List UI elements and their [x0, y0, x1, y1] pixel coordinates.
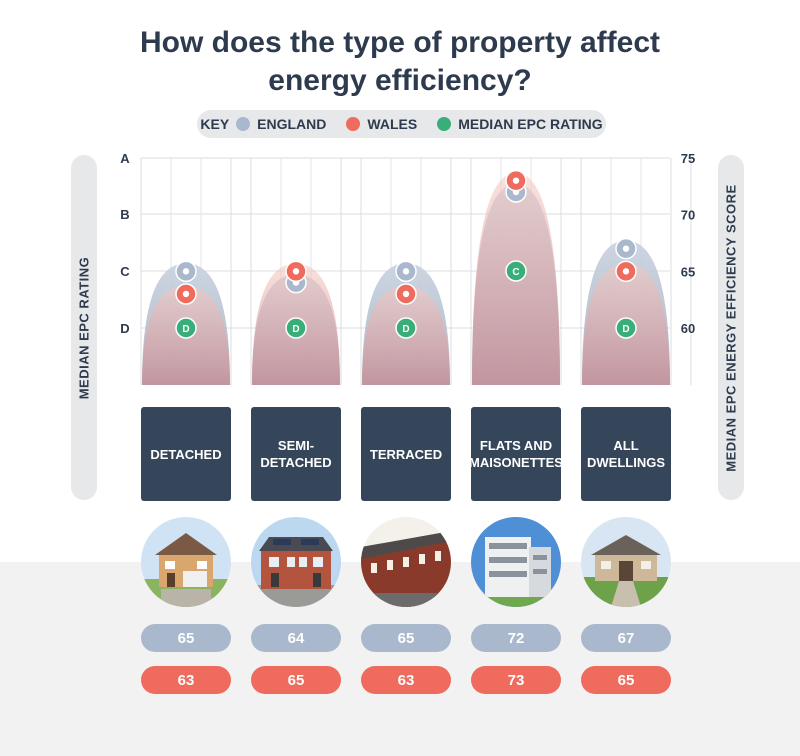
england-score-3: 72: [471, 624, 561, 652]
legend-wales-label: WALES: [367, 116, 418, 132]
median-rating-label-4: D: [622, 324, 629, 335]
category-box-3: FLATS AND MAISONETTES: [469, 407, 563, 501]
wales-point-1: [285, 260, 307, 283]
england-score-1: 64: [251, 624, 341, 652]
legend-key-label: KEY: [200, 116, 230, 132]
right-tick-75: 75: [681, 151, 695, 166]
right-tick-60: 60: [681, 321, 695, 336]
title-line-2: energy efficiency?: [268, 64, 532, 97]
category-box-0: DETACHED: [141, 407, 231, 501]
legend-wales-dot: [346, 117, 361, 131]
category-box-4: ALL DWELLINGS: [581, 407, 671, 501]
median-rating-point-2: D: [395, 317, 417, 339]
wales-score-3: 73: [471, 666, 561, 694]
median-rating-point-1: D: [285, 317, 307, 339]
left-tick-B: B: [120, 207, 129, 222]
right-tick-65: 65: [681, 264, 695, 279]
wales-point-4: [615, 260, 637, 283]
legend-median-dot: [437, 117, 452, 131]
wales-score-2: 63: [361, 666, 451, 694]
england-score-2: 65: [361, 624, 451, 652]
legend-england-label: ENGLAND: [257, 116, 327, 132]
england-score-4: 67: [581, 624, 671, 652]
left-tick-C: C: [120, 264, 130, 279]
chart-plot: A B C D 75 70 65 60 D D D C D: [120, 151, 695, 385]
legend-england-dot: [236, 117, 251, 131]
wales-score-0: 63: [141, 666, 231, 694]
left-tick-A: A: [120, 151, 130, 166]
median-rating-point-3: C: [505, 260, 527, 282]
house-photo-terraced: [361, 517, 451, 607]
right-axis-title: MEDIAN EPC ENERGY EFFICIENCY SCORE: [718, 155, 744, 500]
wales-point-2: [395, 283, 417, 305]
right-tick-70: 70: [681, 208, 695, 223]
category-box-1: SEMI- DETACHED: [251, 407, 341, 501]
wales-point-3: [505, 169, 527, 192]
house-photo-all-dwellings: [581, 517, 671, 607]
house-photo-flats: [471, 517, 561, 607]
left-axis-title: MEDIAN EPC RATING: [71, 155, 97, 500]
house-photo-detached: [141, 517, 231, 607]
england-score-0: 65: [141, 624, 231, 652]
england-point-4: [615, 237, 637, 260]
category-box-2: TERRACED: [361, 407, 451, 501]
house-photo-semi-detached: [251, 517, 341, 607]
left-tick-D: D: [120, 321, 129, 336]
median-rating-label-2: D: [402, 324, 409, 335]
legend-median-label: MEDIAN EPC RATING: [458, 116, 603, 132]
wales-score-4: 65: [581, 666, 671, 694]
wales-score-1: 65: [251, 666, 341, 694]
median-rating-point-4: D: [615, 317, 637, 339]
chart-title: How does the type of property affect ene…: [0, 24, 800, 100]
title-line-1: How does the type of property affect: [139, 26, 661, 59]
median-rating-label-0: D: [182, 324, 189, 335]
legend: KEY ENGLAND WALES MEDIAN EPC RATING: [197, 110, 606, 138]
wales-point-0: [175, 283, 197, 305]
median-rating-point-0: D: [175, 317, 197, 339]
median-rating-label-1: D: [292, 324, 299, 335]
median-rating-label-3: C: [512, 267, 519, 278]
england-point-2: [395, 260, 417, 283]
england-point-0: [175, 260, 197, 283]
